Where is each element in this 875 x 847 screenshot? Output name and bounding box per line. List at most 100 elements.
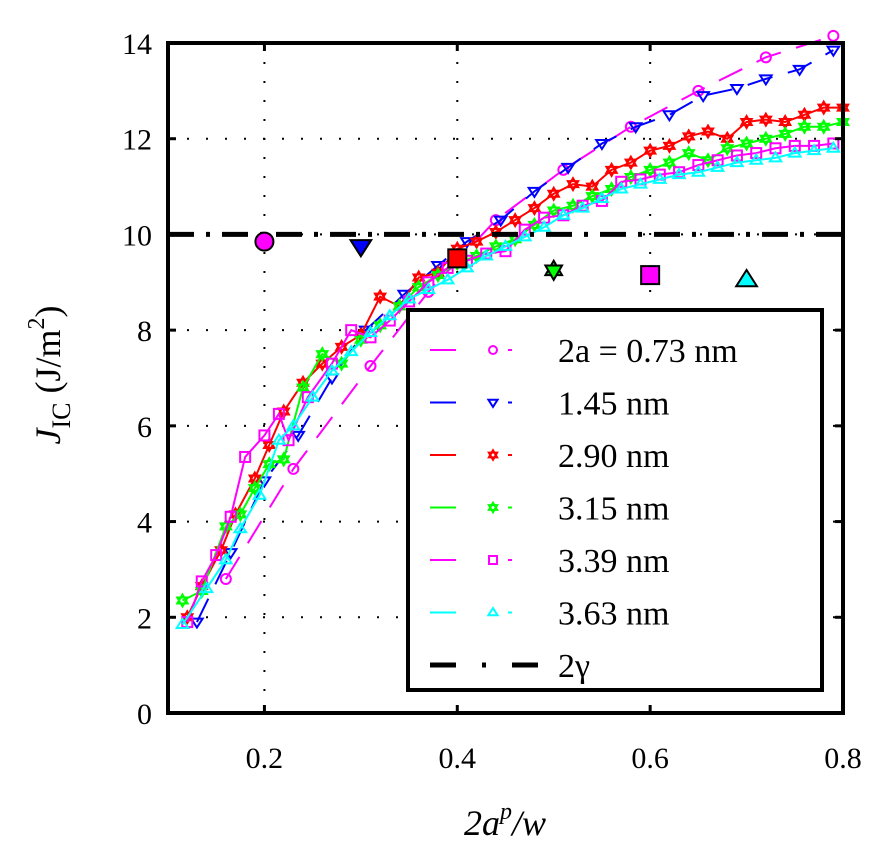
data-point [536,219,552,232]
data-point [758,111,773,128]
data-point [252,487,268,500]
data-point [517,229,533,242]
hexagram-part [797,118,812,131]
y-tick-label: 10 [122,219,152,252]
data-point [748,152,764,165]
legend-label: 2a = 0.73 nm [558,333,738,370]
data-point [662,137,677,154]
hexagram-part [247,474,262,487]
hexagram-part [681,128,696,141]
hexagram-part [175,596,190,609]
data-point [739,113,754,130]
legend-marker [488,555,498,565]
legend-label: 2γ [558,648,590,685]
data-point [382,308,398,321]
data-point [526,186,543,199]
data-point [585,188,600,205]
hexagram-part [315,355,330,368]
hexagram-part [233,506,248,519]
data-point [345,324,358,337]
data-point [401,291,417,304]
y-axis-label-unit: (J/m [28,330,68,403]
hexagram-part [816,118,831,131]
data-point [233,506,248,523]
data-point [478,248,494,261]
data-point [469,233,484,250]
hexagram-part [527,204,542,217]
data-point [258,429,271,442]
hexagram-part [623,158,638,171]
hexagram-part [546,202,561,215]
series-layer [168,29,850,630]
data-point [210,549,223,562]
data-point [575,200,591,213]
hexagram-part [315,346,330,359]
hexagram-part [488,238,503,251]
hexagram-part [739,117,754,130]
x-axis-label-base: 2a [464,803,500,843]
data-point [662,154,677,171]
legend-marker [487,448,499,462]
legend-label: 1.45 nm [558,386,669,423]
x-tick-label: 0.4 [439,742,477,775]
data-point [364,360,377,373]
data-point [661,110,678,123]
data-point [497,239,514,251]
hexagram-part [233,510,248,523]
data-point [692,84,705,97]
data-point [692,159,705,172]
data-point [739,135,754,152]
hexagram-part [247,484,262,497]
data-point [325,357,338,370]
legend-label: 3.39 nm [558,543,669,580]
hexagram-part [643,161,658,174]
reference-marker [734,268,759,288]
hexagram-part [546,185,561,198]
y-axis-label-sub: IC [47,403,76,429]
data-point [362,325,379,338]
data-point [440,272,456,285]
data-point [566,197,580,214]
data-point [613,181,629,194]
y-tick-label: 4 [137,507,152,540]
data-point [681,128,696,145]
hexagram-part [797,106,812,119]
y-axis-label-unit-sup: 2 [24,318,50,330]
data-point [256,476,273,489]
data-point [527,200,542,217]
y-tick-label: 0 [137,698,152,731]
data-point [174,617,191,629]
hexagram-part [469,237,484,250]
hexagram-part [662,141,677,154]
hexagram-part [487,500,499,511]
hexagram-part [662,137,677,150]
x-axis-label-rest: /w [510,803,546,843]
data-point [420,282,436,294]
hexagram-part [411,279,426,292]
legend-item: 3.63 nm [430,596,669,633]
hexagram-part [643,142,658,155]
data-point [247,480,262,497]
reference-markers [254,231,759,288]
data-point [566,176,580,193]
legend-marker [488,345,498,355]
data-point [797,106,812,123]
data-point [272,407,285,420]
legend-label: 3.15 nm [558,491,669,528]
hexagram-part [566,201,580,214]
legend-marker [486,398,500,409]
hexagram-part [487,448,499,459]
hexagram-part [373,292,388,305]
hexagram-part [758,111,773,124]
series-line [225,34,834,580]
data-point [729,83,745,96]
legend-label: 2.90 nm [558,438,669,475]
hexagram-part [262,441,277,453]
data-point [262,437,277,453]
reference-marker [640,265,661,286]
hexagram-part [487,451,499,462]
legend-item: 3.39 nm [430,543,669,580]
data-point [758,74,774,87]
data-point [271,432,287,445]
data-point [430,261,446,273]
